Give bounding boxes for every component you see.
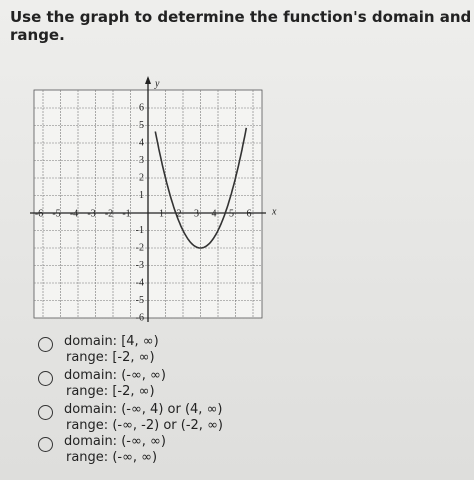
range: range: (-∞, -2) or (-2, ∞): [66, 418, 223, 433]
radio[interactable]: [38, 437, 53, 452]
radio[interactable]: [38, 371, 53, 386]
y-tick-label: -1: [136, 225, 144, 236]
x-tick-label: -1: [122, 208, 130, 219]
range: range: [-2, ∞): [66, 384, 155, 399]
y-tick-label: -5: [136, 295, 144, 306]
y-tick-label: 5: [139, 120, 144, 131]
x-tick-label: -5: [52, 208, 60, 219]
y-tick-label: 2: [139, 172, 144, 183]
domain: domain: (-∞, ∞): [64, 434, 166, 449]
x-tick-label: 2: [177, 208, 182, 219]
domain: domain: (-∞, ∞): [64, 368, 166, 383]
y-tick-label: -6: [136, 312, 144, 323]
range: range: [-2, ∞): [66, 350, 155, 365]
parabola: [154, 127, 248, 249]
x-tick-label: -3: [87, 208, 95, 219]
option[interactable]: domain: (-∞, ∞) range: (-∞, ∞): [38, 434, 166, 466]
option[interactable]: domain: (-∞, ∞) range: [-2, ∞): [38, 368, 166, 400]
y-tick-label: 4: [139, 137, 144, 148]
x-tick-label: -2: [105, 208, 113, 219]
y-tick-label: -3: [136, 260, 144, 271]
domain: domain: [4, ∞): [64, 334, 159, 349]
x-axis-label: x: [271, 206, 277, 217]
y-tick-label: 3: [139, 155, 144, 166]
x-tick-label: -4: [70, 208, 78, 219]
x-tick-label: 1: [159, 208, 164, 219]
y-tick-label: -4: [136, 277, 144, 288]
radio[interactable]: [38, 337, 53, 352]
x-tick-label: 5: [229, 208, 234, 219]
option[interactable]: domain: [4, ∞) range: [-2, ∞): [38, 334, 159, 366]
x-tick-label: 3: [194, 208, 199, 219]
x-tick-label: -6: [35, 208, 43, 219]
question: Use the graph to determine the function'…: [10, 8, 472, 44]
radio[interactable]: [38, 405, 53, 420]
y-axis-label: y: [154, 78, 160, 89]
arrow: [145, 76, 151, 84]
option[interactable]: domain: (-∞, 4) or (4, ∞) range: (-∞, -2)…: [38, 402, 223, 434]
y-tick-label: 1: [139, 190, 144, 201]
x-tick-label: 6: [247, 208, 252, 219]
x-tick-label: 4: [212, 208, 217, 219]
y-tick-label: 6: [139, 102, 144, 113]
range: range: (-∞, ∞): [66, 450, 158, 465]
domain: domain: (-∞, 4) or (4, ∞): [64, 402, 223, 417]
y-tick-label: -2: [136, 242, 144, 253]
